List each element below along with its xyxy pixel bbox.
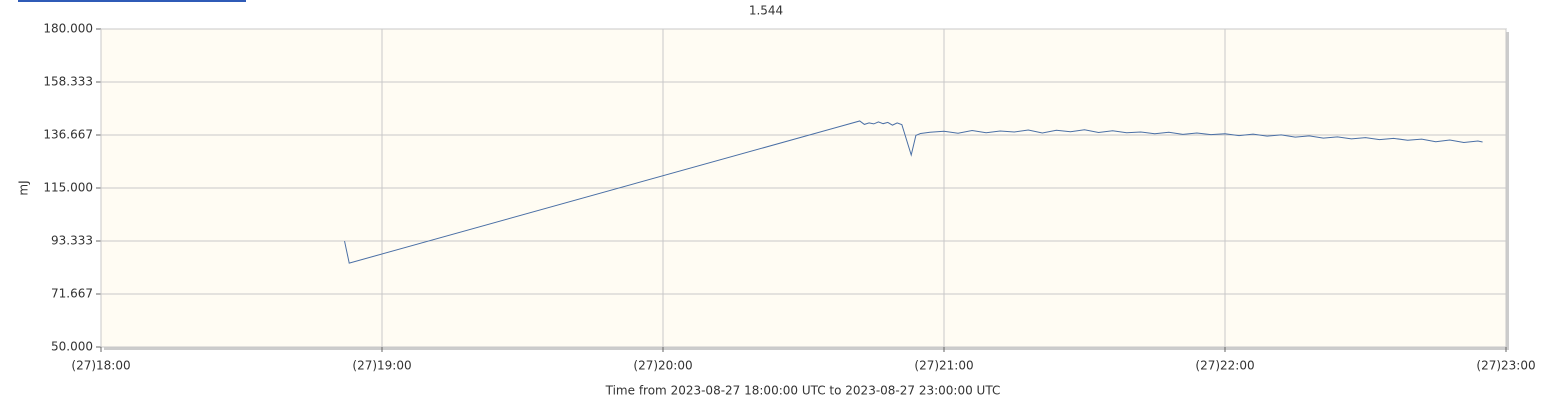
chart-title: 1.544 bbox=[749, 4, 783, 18]
x-tick-label: (27)22:00 bbox=[1195, 359, 1254, 373]
x-tick-label: (27)18:00 bbox=[71, 359, 130, 373]
y-axis-label: mJ bbox=[17, 180, 31, 195]
y-tick-label: 115.000 bbox=[43, 181, 93, 195]
y-tick-label: 71.667 bbox=[51, 286, 93, 300]
y-tick-label: 158.333 bbox=[43, 75, 93, 89]
y-tick-label: 180.000 bbox=[43, 22, 93, 36]
x-tick-label: (27)21:00 bbox=[914, 359, 973, 373]
x-tick-label: (27)19:00 bbox=[352, 359, 411, 373]
y-tick-label: 50.000 bbox=[51, 340, 93, 354]
y-tick-label: 136.667 bbox=[43, 127, 93, 141]
data-line bbox=[344, 120, 1483, 264]
x-tick-label: (27)23:00 bbox=[1476, 359, 1535, 373]
x-tick-label: (27)20:00 bbox=[633, 359, 692, 373]
x-axis-label: Time from 2023-08-27 18:00:00 UTC to 202… bbox=[605, 384, 1001, 398]
y-tick-label: 93.333 bbox=[51, 234, 93, 248]
tab-indicator bbox=[18, 0, 246, 2]
